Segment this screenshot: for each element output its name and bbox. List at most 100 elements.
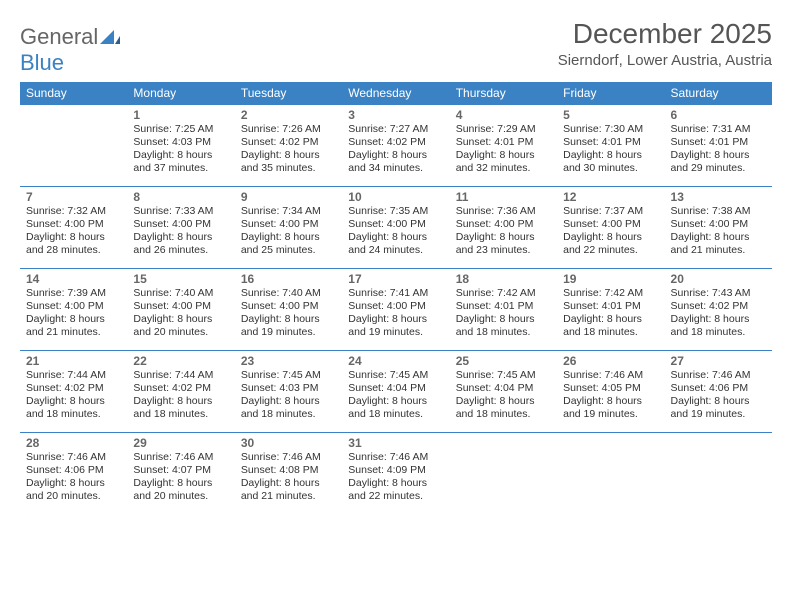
day-cell bbox=[557, 433, 664, 515]
week-row: 21Sunrise: 7:44 AMSunset: 4:02 PMDayligh… bbox=[20, 351, 772, 433]
daylight: Daylight: 8 hours and 28 minutes. bbox=[26, 231, 121, 257]
day-info: Sunrise: 7:45 AMSunset: 4:03 PMDaylight:… bbox=[241, 369, 336, 422]
sunrise: Sunrise: 7:29 AM bbox=[456, 123, 551, 136]
col-friday: Friday bbox=[557, 82, 664, 105]
daylight: Daylight: 8 hours and 18 minutes. bbox=[133, 395, 228, 421]
daylight: Daylight: 8 hours and 25 minutes. bbox=[241, 231, 336, 257]
sunset: Sunset: 4:00 PM bbox=[456, 218, 551, 231]
sunset: Sunset: 4:00 PM bbox=[26, 218, 121, 231]
day-number: 7 bbox=[26, 190, 121, 204]
sunrise: Sunrise: 7:42 AM bbox=[456, 287, 551, 300]
daylight: Daylight: 8 hours and 29 minutes. bbox=[671, 149, 766, 175]
day-number: 25 bbox=[456, 354, 551, 368]
day-cell: 23Sunrise: 7:45 AMSunset: 4:03 PMDayligh… bbox=[235, 351, 342, 433]
day-info: Sunrise: 7:44 AMSunset: 4:02 PMDaylight:… bbox=[26, 369, 121, 422]
week-row: 1Sunrise: 7:25 AMSunset: 4:03 PMDaylight… bbox=[20, 105, 772, 187]
sunrise: Sunrise: 7:32 AM bbox=[26, 205, 121, 218]
sunset: Sunset: 4:03 PM bbox=[133, 136, 228, 149]
day-cell: 13Sunrise: 7:38 AMSunset: 4:00 PMDayligh… bbox=[665, 187, 772, 269]
daylight: Daylight: 8 hours and 19 minutes. bbox=[671, 395, 766, 421]
daylight: Daylight: 8 hours and 37 minutes. bbox=[133, 149, 228, 175]
day-info: Sunrise: 7:35 AMSunset: 4:00 PMDaylight:… bbox=[348, 205, 443, 258]
day-info: Sunrise: 7:46 AMSunset: 4:08 PMDaylight:… bbox=[241, 451, 336, 504]
day-info: Sunrise: 7:42 AMSunset: 4:01 PMDaylight:… bbox=[456, 287, 551, 340]
daylight: Daylight: 8 hours and 20 minutes. bbox=[26, 477, 121, 503]
logo-sail-icon bbox=[100, 31, 120, 48]
day-number: 26 bbox=[563, 354, 658, 368]
location: Sierndorf, Lower Austria, Austria bbox=[558, 52, 772, 69]
day-number: 20 bbox=[671, 272, 766, 286]
col-saturday: Saturday bbox=[665, 82, 772, 105]
day-number: 21 bbox=[26, 354, 121, 368]
sunrise: Sunrise: 7:34 AM bbox=[241, 205, 336, 218]
day-cell: 25Sunrise: 7:45 AMSunset: 4:04 PMDayligh… bbox=[450, 351, 557, 433]
sunset: Sunset: 4:00 PM bbox=[26, 300, 121, 313]
day-info: Sunrise: 7:46 AMSunset: 4:07 PMDaylight:… bbox=[133, 451, 228, 504]
daylight: Daylight: 8 hours and 22 minutes. bbox=[348, 477, 443, 503]
daylight: Daylight: 8 hours and 32 minutes. bbox=[456, 149, 551, 175]
day-cell: 29Sunrise: 7:46 AMSunset: 4:07 PMDayligh… bbox=[127, 433, 234, 515]
day-number: 12 bbox=[563, 190, 658, 204]
sunrise: Sunrise: 7:25 AM bbox=[133, 123, 228, 136]
day-cell: 27Sunrise: 7:46 AMSunset: 4:06 PMDayligh… bbox=[665, 351, 772, 433]
sunset: Sunset: 4:00 PM bbox=[241, 218, 336, 231]
sunrise: Sunrise: 7:45 AM bbox=[456, 369, 551, 382]
day-cell: 18Sunrise: 7:42 AMSunset: 4:01 PMDayligh… bbox=[450, 269, 557, 351]
day-number: 22 bbox=[133, 354, 228, 368]
day-number: 10 bbox=[348, 190, 443, 204]
sunrise: Sunrise: 7:46 AM bbox=[348, 451, 443, 464]
sunrise: Sunrise: 7:45 AM bbox=[348, 369, 443, 382]
day-cell: 31Sunrise: 7:46 AMSunset: 4:09 PMDayligh… bbox=[342, 433, 449, 515]
col-thursday: Thursday bbox=[450, 82, 557, 105]
day-cell: 2Sunrise: 7:26 AMSunset: 4:02 PMDaylight… bbox=[235, 105, 342, 187]
sunrise: Sunrise: 7:46 AM bbox=[563, 369, 658, 382]
logo-general: General bbox=[20, 24, 98, 49]
sunrise: Sunrise: 7:27 AM bbox=[348, 123, 443, 136]
day-number: 2 bbox=[241, 108, 336, 122]
day-cell bbox=[665, 433, 772, 515]
sunrise: Sunrise: 7:46 AM bbox=[671, 369, 766, 382]
sunset: Sunset: 4:00 PM bbox=[348, 218, 443, 231]
sunset: Sunset: 4:00 PM bbox=[133, 300, 228, 313]
sunset: Sunset: 4:02 PM bbox=[241, 136, 336, 149]
day-info: Sunrise: 7:38 AMSunset: 4:00 PMDaylight:… bbox=[671, 205, 766, 258]
header: General Blue December 2025 Sierndorf, Lo… bbox=[20, 18, 772, 76]
sunset: Sunset: 4:04 PM bbox=[348, 382, 443, 395]
day-number: 5 bbox=[563, 108, 658, 122]
daylight: Daylight: 8 hours and 34 minutes. bbox=[348, 149, 443, 175]
daylight: Daylight: 8 hours and 19 minutes. bbox=[348, 313, 443, 339]
day-cell: 21Sunrise: 7:44 AMSunset: 4:02 PMDayligh… bbox=[20, 351, 127, 433]
day-number: 11 bbox=[456, 190, 551, 204]
title-block: December 2025 Sierndorf, Lower Austria, … bbox=[558, 18, 772, 69]
day-number: 27 bbox=[671, 354, 766, 368]
daylight: Daylight: 8 hours and 21 minutes. bbox=[26, 313, 121, 339]
day-number: 9 bbox=[241, 190, 336, 204]
sunset: Sunset: 4:02 PM bbox=[348, 136, 443, 149]
sunrise: Sunrise: 7:46 AM bbox=[133, 451, 228, 464]
day-number: 4 bbox=[456, 108, 551, 122]
day-cell: 5Sunrise: 7:30 AMSunset: 4:01 PMDaylight… bbox=[557, 105, 664, 187]
daylight: Daylight: 8 hours and 18 minutes. bbox=[241, 395, 336, 421]
day-info: Sunrise: 7:32 AMSunset: 4:00 PMDaylight:… bbox=[26, 205, 121, 258]
sunrise: Sunrise: 7:33 AM bbox=[133, 205, 228, 218]
sunrise: Sunrise: 7:46 AM bbox=[26, 451, 121, 464]
day-cell: 16Sunrise: 7:40 AMSunset: 4:00 PMDayligh… bbox=[235, 269, 342, 351]
day-cell: 22Sunrise: 7:44 AMSunset: 4:02 PMDayligh… bbox=[127, 351, 234, 433]
day-number: 3 bbox=[348, 108, 443, 122]
daylight: Daylight: 8 hours and 35 minutes. bbox=[241, 149, 336, 175]
sunrise: Sunrise: 7:26 AM bbox=[241, 123, 336, 136]
logo-blue: Blue bbox=[20, 50, 64, 75]
month-title: December 2025 bbox=[558, 18, 772, 50]
day-cell: 14Sunrise: 7:39 AMSunset: 4:00 PMDayligh… bbox=[20, 269, 127, 351]
day-cell bbox=[20, 105, 127, 187]
sunrise: Sunrise: 7:35 AM bbox=[348, 205, 443, 218]
sunset: Sunset: 4:01 PM bbox=[456, 136, 551, 149]
daylight: Daylight: 8 hours and 26 minutes. bbox=[133, 231, 228, 257]
day-number: 23 bbox=[241, 354, 336, 368]
day-info: Sunrise: 7:46 AMSunset: 4:06 PMDaylight:… bbox=[26, 451, 121, 504]
daylight: Daylight: 8 hours and 24 minutes. bbox=[348, 231, 443, 257]
day-info: Sunrise: 7:39 AMSunset: 4:00 PMDaylight:… bbox=[26, 287, 121, 340]
sunset: Sunset: 4:05 PM bbox=[563, 382, 658, 395]
day-info: Sunrise: 7:36 AMSunset: 4:00 PMDaylight:… bbox=[456, 205, 551, 258]
sunset: Sunset: 4:02 PM bbox=[671, 300, 766, 313]
